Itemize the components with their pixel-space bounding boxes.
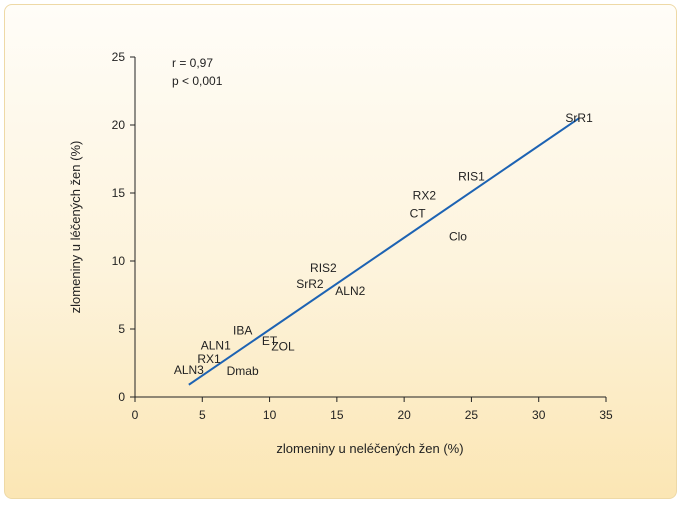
data-point-label: RIS1 [458, 170, 485, 184]
x-tick-label: 25 [465, 408, 479, 422]
x-tick-label: 30 [532, 408, 546, 422]
x-tick-label: 5 [199, 408, 206, 422]
regression-line [188, 117, 580, 386]
data-point-label: Dmab [227, 364, 259, 378]
data-point-label: ZOL [271, 340, 295, 354]
x-tick-label: 0 [132, 408, 139, 422]
chart-axes: 0 5 10 15 20 25 30 35 0 5 10 15 20 25 [112, 50, 613, 422]
x-tick-label: 35 [599, 408, 613, 422]
y-tick-label: 15 [112, 186, 126, 200]
chart-panel [4, 4, 677, 499]
data-point-label: RIS2 [310, 261, 337, 275]
y-tick-label: 20 [112, 118, 126, 132]
data-point-label: ET [262, 334, 278, 348]
data-point-label: RX1 [197, 352, 221, 366]
y-axis-title: zlomeniny u léčených žen (%) [68, 141, 83, 314]
data-point-label: ALN1 [201, 338, 231, 352]
y-tick-label: 5 [118, 322, 125, 336]
x-tick-label: 10 [263, 408, 277, 422]
data-point-label: SrR2 [296, 277, 324, 291]
x-tick-label: 15 [330, 408, 344, 422]
regression-line-group [188, 117, 580, 386]
x-axis-title: zlomeniny u neléčených žen (%) [276, 441, 463, 456]
x-tick-label: 20 [397, 408, 411, 422]
y-tick-label: 10 [112, 254, 126, 268]
data-point-label: SrR1 [565, 111, 593, 125]
y-tick-label: 0 [118, 390, 125, 404]
data-point-label: ALN2 [335, 284, 365, 298]
data-point-label: RX2 [413, 189, 437, 203]
correlation-coefficient: r = 0,97 [172, 56, 213, 70]
data-point-label: CT [410, 206, 427, 220]
data-point-label: ALN3 [174, 363, 204, 377]
p-value: p < 0,001 [172, 74, 223, 88]
data-point-label: IBA [233, 323, 252, 337]
y-tick-label: 25 [112, 50, 126, 64]
data-point-label: Clo [449, 230, 467, 244]
